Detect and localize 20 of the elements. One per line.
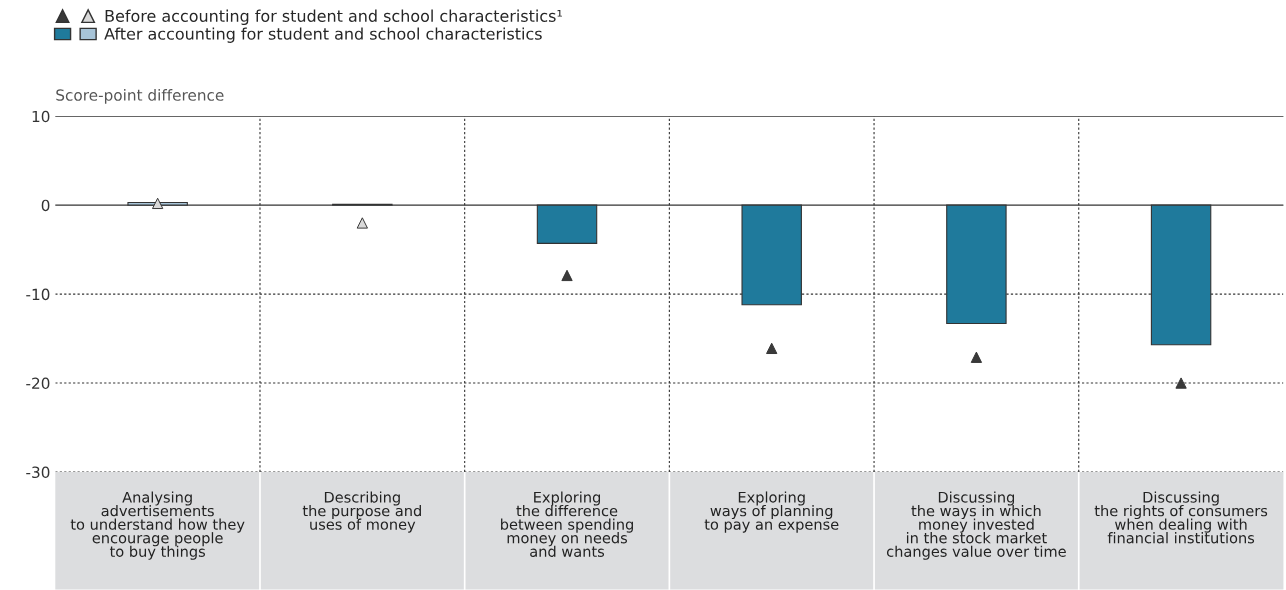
- x-tick-label: Describing the purpose and uses of money: [302, 491, 421, 533]
- x-tick-label: Discussing the ways in which money invested in the stock market changes value over time: [886, 491, 1066, 560]
- point: [561, 269, 573, 282]
- x-tick-label: Analysing advertisements to understand how they encourage people to buy things: [70, 491, 245, 560]
- x-tick-label: Exploring ways of planning to pay an expense: [704, 491, 839, 533]
- x-tick-label: Discussing the rights of consumers when dealing with financial institutions: [1094, 491, 1268, 544]
- point: [970, 351, 983, 363]
- x-tick-label: Exploring the difference between spending money on needs and wants: [501, 491, 633, 557]
- y-tick-label: 10: [32, 110, 50, 123]
- point: [766, 342, 778, 355]
- y-axis-title: Score-point difference: [56, 88, 224, 104]
- legend-label: Before accounting for student and school characteristics¹: [105, 9, 562, 26]
- legend-label: After accounting for student and school characteristics: [104, 27, 542, 43]
- point: [1175, 377, 1187, 389]
- y-tick-label: 0: [41, 199, 50, 212]
- y-tick-label: -30: [26, 466, 50, 479]
- y-tick-label: -10: [26, 288, 50, 301]
- point: [152, 197, 164, 210]
- y-tick-label: -20: [26, 377, 50, 390]
- point: [356, 217, 368, 229]
